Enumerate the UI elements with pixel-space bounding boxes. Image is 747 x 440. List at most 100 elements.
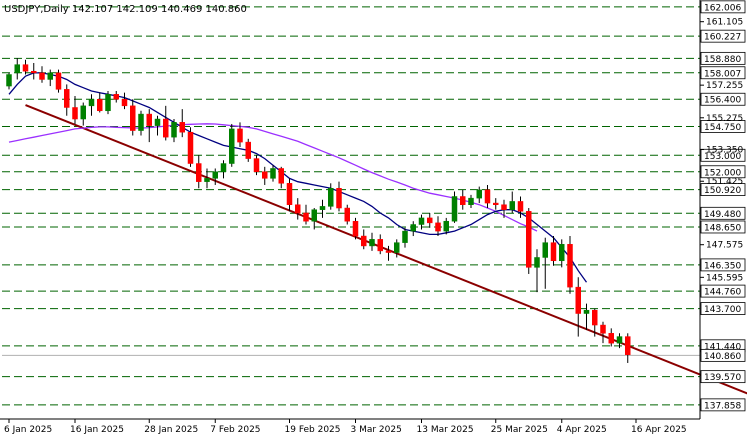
level-label: 158.007 bbox=[704, 69, 741, 79]
candle-body bbox=[72, 107, 78, 120]
candle-body bbox=[567, 244, 573, 288]
ma-layer bbox=[8, 72, 588, 283]
candle-body bbox=[229, 128, 235, 164]
candle-body bbox=[64, 89, 70, 108]
candle-body bbox=[138, 113, 144, 131]
candle-body bbox=[517, 201, 524, 212]
level-label: 158.880 bbox=[704, 55, 741, 65]
y-tick-label: 161.105 bbox=[706, 18, 743, 28]
candle-body bbox=[484, 189, 491, 204]
candle-body bbox=[319, 206, 326, 210]
candle-body bbox=[427, 217, 433, 224]
candle-body bbox=[509, 201, 515, 210]
x-tick-label: 7 Feb 2025 bbox=[210, 425, 260, 435]
level-label: 162.006 bbox=[704, 3, 741, 13]
candle-body bbox=[121, 98, 128, 107]
level-label-box bbox=[700, 29, 746, 43]
x-tick-label: 16 Jan 2025 bbox=[70, 425, 124, 435]
level-label-box bbox=[700, 206, 746, 220]
candle-body bbox=[154, 118, 161, 126]
candle-body bbox=[171, 122, 177, 138]
candle-body bbox=[534, 257, 540, 268]
candle-body bbox=[600, 324, 606, 334]
candle-body bbox=[286, 183, 293, 205]
candle-body bbox=[608, 333, 614, 344]
candle-body bbox=[6, 74, 12, 87]
candle-body bbox=[130, 105, 136, 131]
candle-body bbox=[22, 64, 29, 72]
candle-body bbox=[97, 98, 103, 112]
level-label-box bbox=[700, 284, 746, 298]
candle-body bbox=[146, 113, 152, 126]
candle-body bbox=[262, 171, 268, 179]
level-label-box bbox=[700, 398, 746, 412]
candle-body bbox=[270, 168, 276, 179]
candle-body bbox=[451, 196, 458, 222]
y-tick-label: 153.350 bbox=[706, 146, 743, 156]
candle-body bbox=[196, 163, 202, 182]
candle-body bbox=[187, 131, 194, 164]
candle-body bbox=[385, 250, 392, 253]
candle-body bbox=[361, 235, 367, 247]
candle-body bbox=[295, 204, 301, 214]
candle-body bbox=[394, 242, 400, 253]
level-label: 150.920 bbox=[704, 186, 741, 196]
trendline bbox=[25, 104, 747, 395]
ma-slow-line bbox=[8, 123, 538, 232]
candle-body bbox=[204, 178, 210, 182]
candle-body bbox=[460, 196, 466, 205]
candle-body bbox=[39, 72, 45, 80]
candle-body bbox=[303, 212, 309, 222]
candle-body bbox=[311, 209, 317, 222]
candle-body bbox=[245, 141, 251, 159]
candle-body bbox=[377, 239, 383, 252]
candle-body bbox=[526, 211, 532, 268]
y-tick-label: 151.425 bbox=[706, 177, 743, 187]
x-tick-label: 28 Jan 2025 bbox=[144, 425, 198, 435]
level-label: 148.650 bbox=[704, 223, 741, 233]
candle-body bbox=[212, 171, 218, 179]
y-tick-label: 155.275 bbox=[706, 114, 743, 124]
x-tick-label: 13 Mar 2025 bbox=[417, 425, 474, 435]
level-label: 143.700 bbox=[704, 305, 741, 315]
level-label-box bbox=[700, 0, 746, 14]
level-label: 156.400 bbox=[704, 96, 741, 106]
level-label-box bbox=[700, 165, 746, 179]
trendline-layer bbox=[25, 104, 747, 395]
candle-body bbox=[278, 168, 284, 184]
level-label: 160.227 bbox=[704, 33, 741, 43]
candle-body bbox=[559, 244, 565, 262]
candle-body bbox=[253, 158, 260, 173]
level-label-box bbox=[700, 183, 746, 196]
level-label: 137.858 bbox=[704, 401, 741, 411]
candle-body bbox=[468, 197, 474, 205]
candle-body bbox=[336, 187, 342, 209]
x-tick-label: 6 Jan 2025 bbox=[4, 425, 52, 435]
level-label-box bbox=[700, 66, 746, 80]
candle-body bbox=[435, 222, 441, 232]
candle-body bbox=[47, 72, 53, 80]
y-tick-label: 145.595 bbox=[706, 273, 743, 283]
candle-body bbox=[616, 336, 623, 344]
candle-body bbox=[31, 70, 37, 74]
level-label: 146.350 bbox=[704, 261, 741, 271]
candle-body bbox=[344, 207, 350, 222]
level-label-box bbox=[700, 51, 746, 65]
candle-body bbox=[493, 202, 499, 205]
candle-body bbox=[542, 242, 548, 258]
level-label: 154.750 bbox=[704, 123, 741, 133]
candle-body bbox=[550, 242, 557, 262]
candle-body bbox=[443, 220, 449, 232]
level-label: 152.000 bbox=[704, 168, 741, 178]
level-label: 149.480 bbox=[704, 210, 741, 220]
candle-body bbox=[88, 98, 95, 107]
level-label-box bbox=[700, 92, 746, 106]
level-label: 153.000 bbox=[704, 152, 741, 162]
candle-body bbox=[410, 224, 416, 232]
candle-body bbox=[418, 217, 425, 225]
candle-body bbox=[575, 286, 581, 314]
candle-body bbox=[220, 163, 227, 173]
y-axis: 162.006 160.227 158.880 158.007 156.400 154.7… bbox=[0, 0, 746, 420]
levels-layer bbox=[2, 6, 700, 406]
